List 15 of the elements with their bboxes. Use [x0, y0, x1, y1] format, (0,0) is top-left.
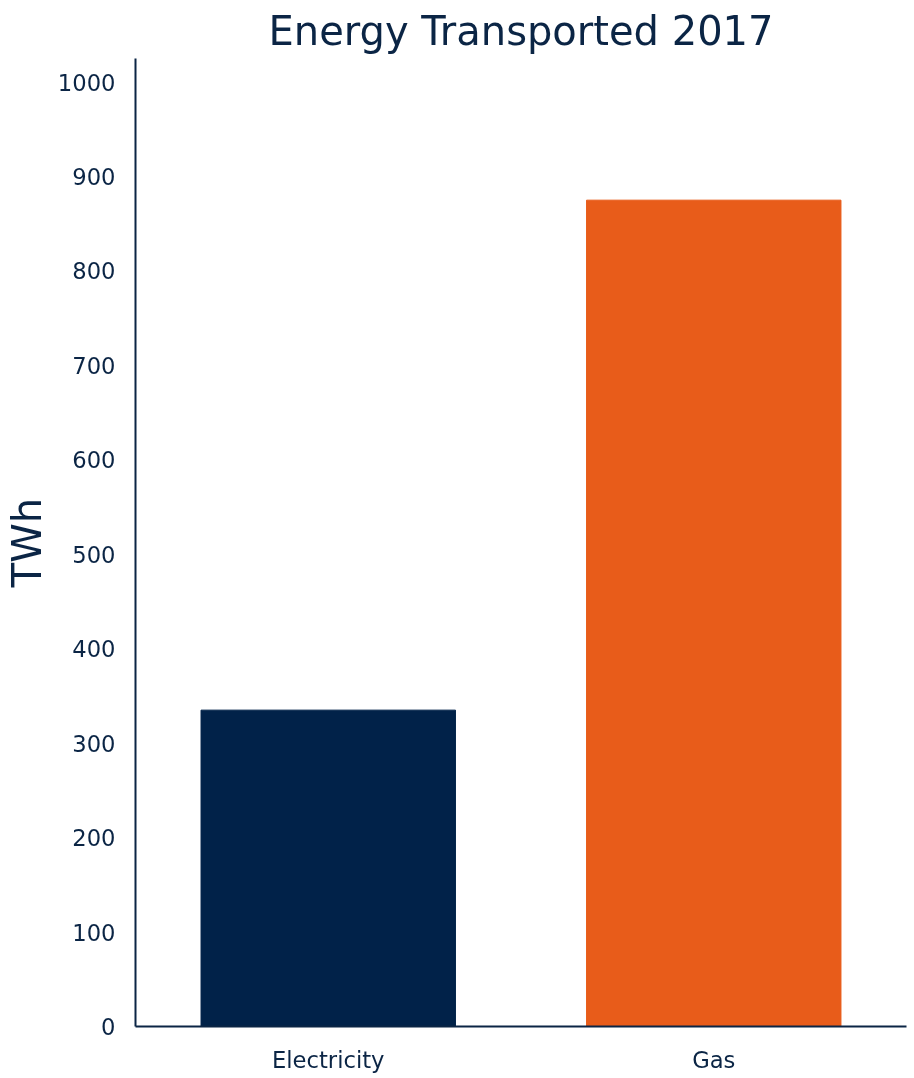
y-tick-label: 400 [72, 636, 116, 663]
chart-title: Energy Transported 2017 [268, 7, 774, 54]
y-tick-label: 1000 [57, 69, 116, 96]
y-tick-label: 0 [101, 1014, 116, 1040]
y-axis-title: TWh [3, 497, 50, 589]
y-tick-label: 800 [72, 258, 116, 285]
y-tick-label: 900 [72, 164, 116, 191]
y-tick-label: 500 [72, 541, 116, 568]
y-tick-label: 700 [72, 352, 116, 379]
y-tick-label: 100 [72, 919, 116, 946]
y-tick-label: 300 [72, 730, 116, 757]
x-tick-label: Electricity [271, 1046, 385, 1073]
x-tick-label: Gas [692, 1046, 736, 1073]
y-tick-label: 200 [72, 825, 116, 852]
y-tick-label: 600 [72, 447, 116, 474]
